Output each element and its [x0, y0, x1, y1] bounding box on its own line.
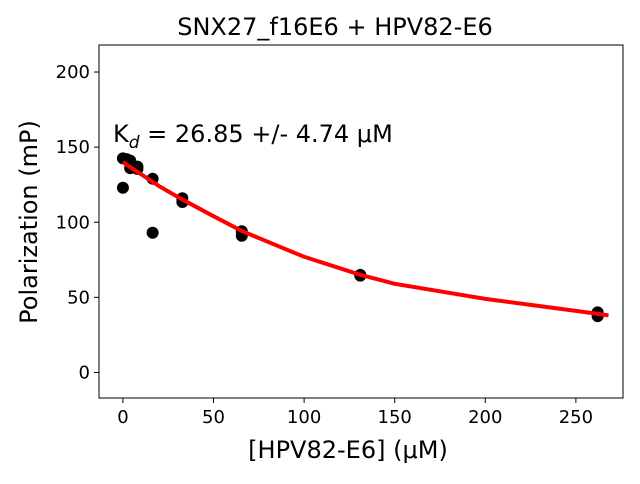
- kd-subscript: d: [129, 133, 140, 153]
- kd-value: = 26.85 +/- 4.74 μM: [140, 120, 393, 148]
- x-tick-label: 100: [287, 407, 321, 428]
- x-axis-label: [HPV82-E6] (μM): [248, 436, 448, 464]
- x-tick-label: 50: [202, 407, 225, 428]
- y-tick-label: 50: [67, 287, 90, 308]
- x-tick-label: 250: [559, 407, 593, 428]
- kd-annotation: Kd = 26.85 +/- 4.74 μM: [113, 120, 393, 153]
- plot-area: [116, 152, 609, 323]
- y-tick-label: 200: [56, 62, 90, 83]
- x-tick-label: 200: [468, 407, 502, 428]
- x-tick-label: 0: [117, 407, 128, 428]
- x-tick-label: 150: [378, 407, 412, 428]
- y-axis-label: Polarization (mP): [15, 120, 43, 324]
- fit-curve: [121, 160, 609, 318]
- kd-prefix: K: [113, 120, 130, 148]
- data-point: [116, 181, 129, 194]
- y-tick-label: 150: [56, 137, 90, 158]
- y-tick-label: 100: [56, 212, 90, 233]
- chart-title: SNX27_f16E6 + HPV82-E6: [177, 13, 493, 41]
- axes-frame: [98, 44, 624, 399]
- data-point: [146, 226, 159, 239]
- y-tick-label: 0: [79, 362, 90, 383]
